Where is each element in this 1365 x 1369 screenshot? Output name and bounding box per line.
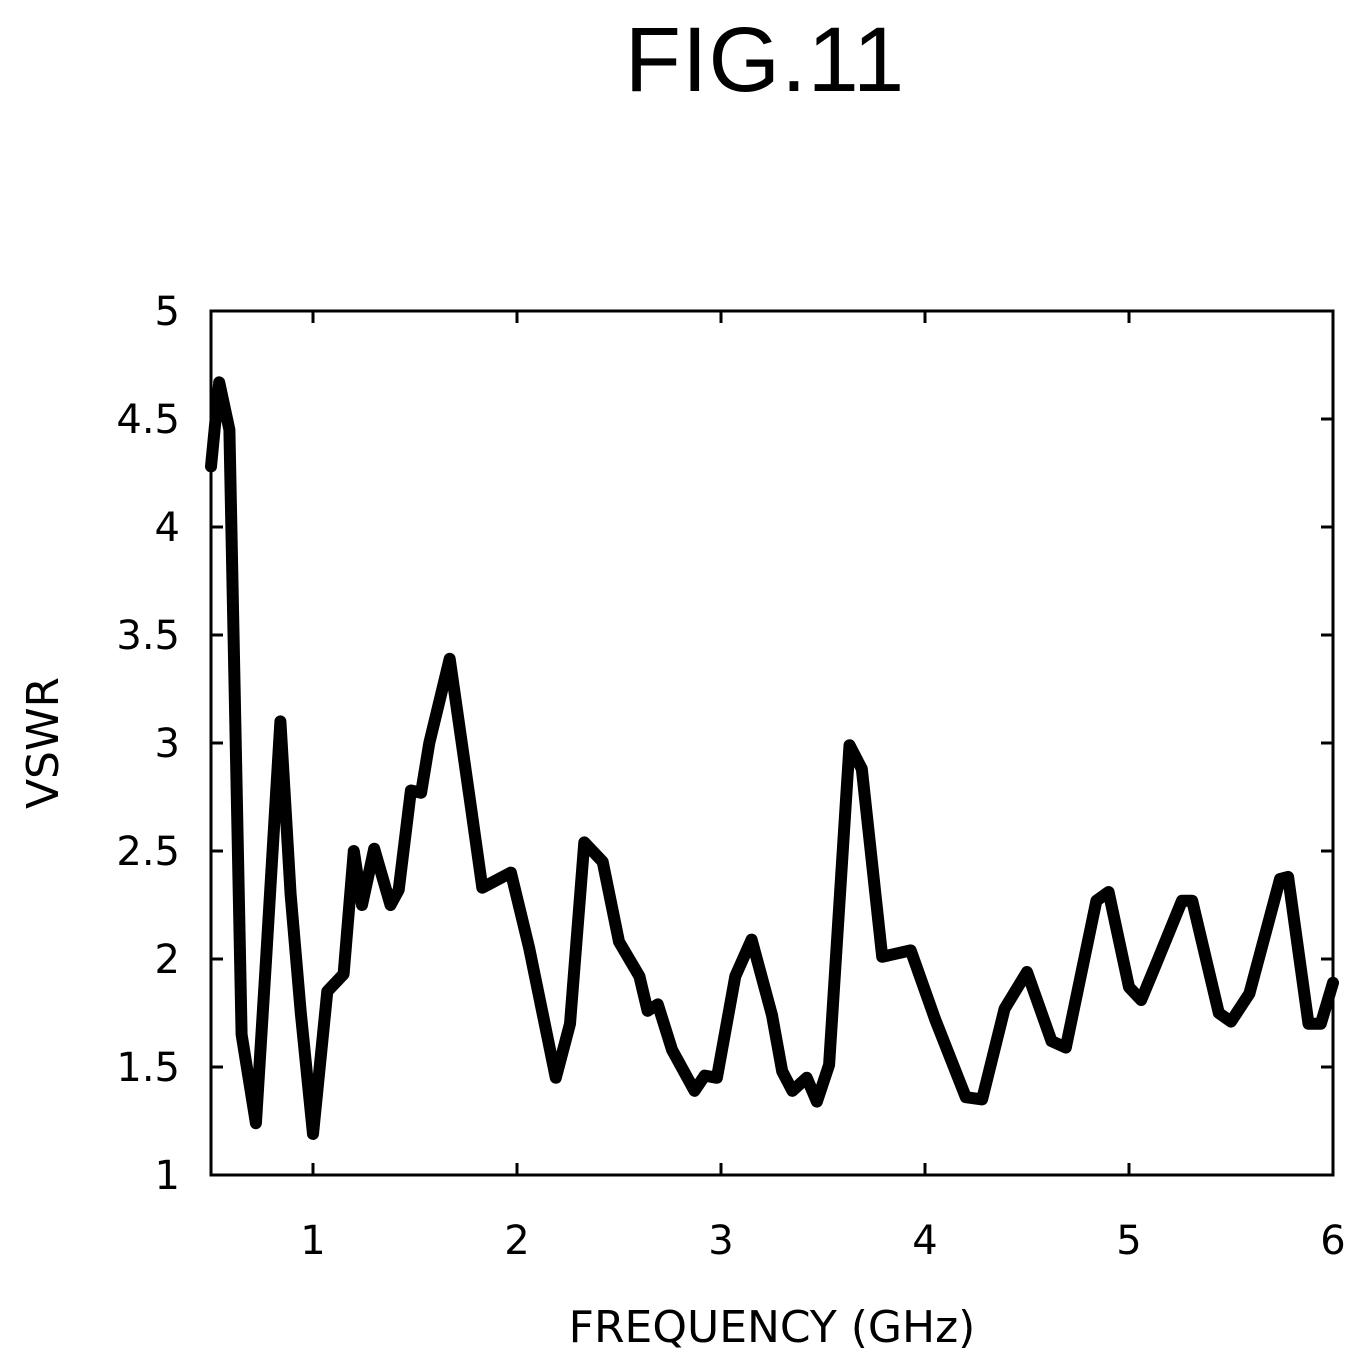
y-tick-label: 1: [155, 1153, 180, 1199]
x-tick-label: 5: [1116, 1218, 1141, 1264]
figure-title: FIG.11: [624, 9, 906, 111]
x-tick-label: 1: [300, 1218, 325, 1264]
y-tick-label: 2: [155, 937, 180, 983]
x-tick-label: 3: [708, 1218, 733, 1264]
y-tick-label: 4: [155, 505, 180, 551]
y-axis-title: VSWR: [18, 677, 69, 809]
y-tick-label: 4.5: [116, 397, 180, 443]
x-tick-label: 4: [912, 1218, 937, 1264]
x-axis-title: FREQUENCY (GHz): [569, 1302, 976, 1353]
x-tick-label: 2: [504, 1218, 529, 1264]
x-tick-label: 6: [1320, 1218, 1345, 1264]
y-tick-label: 5: [155, 289, 180, 335]
y-tick-label: 1.5: [116, 1045, 180, 1091]
y-tick-label: 3: [155, 721, 180, 767]
y-tick-label: 3.5: [116, 613, 180, 659]
vswr-series-line: [205, 376, 1339, 1140]
plot-frame: [209, 309, 1335, 1177]
y-tick-label: 2.5: [116, 829, 180, 875]
tick-labels: 1 2 3 4 5 6 1 1.5 2 2.5 3 3.5 4 4.5 5: [116, 289, 1345, 1264]
